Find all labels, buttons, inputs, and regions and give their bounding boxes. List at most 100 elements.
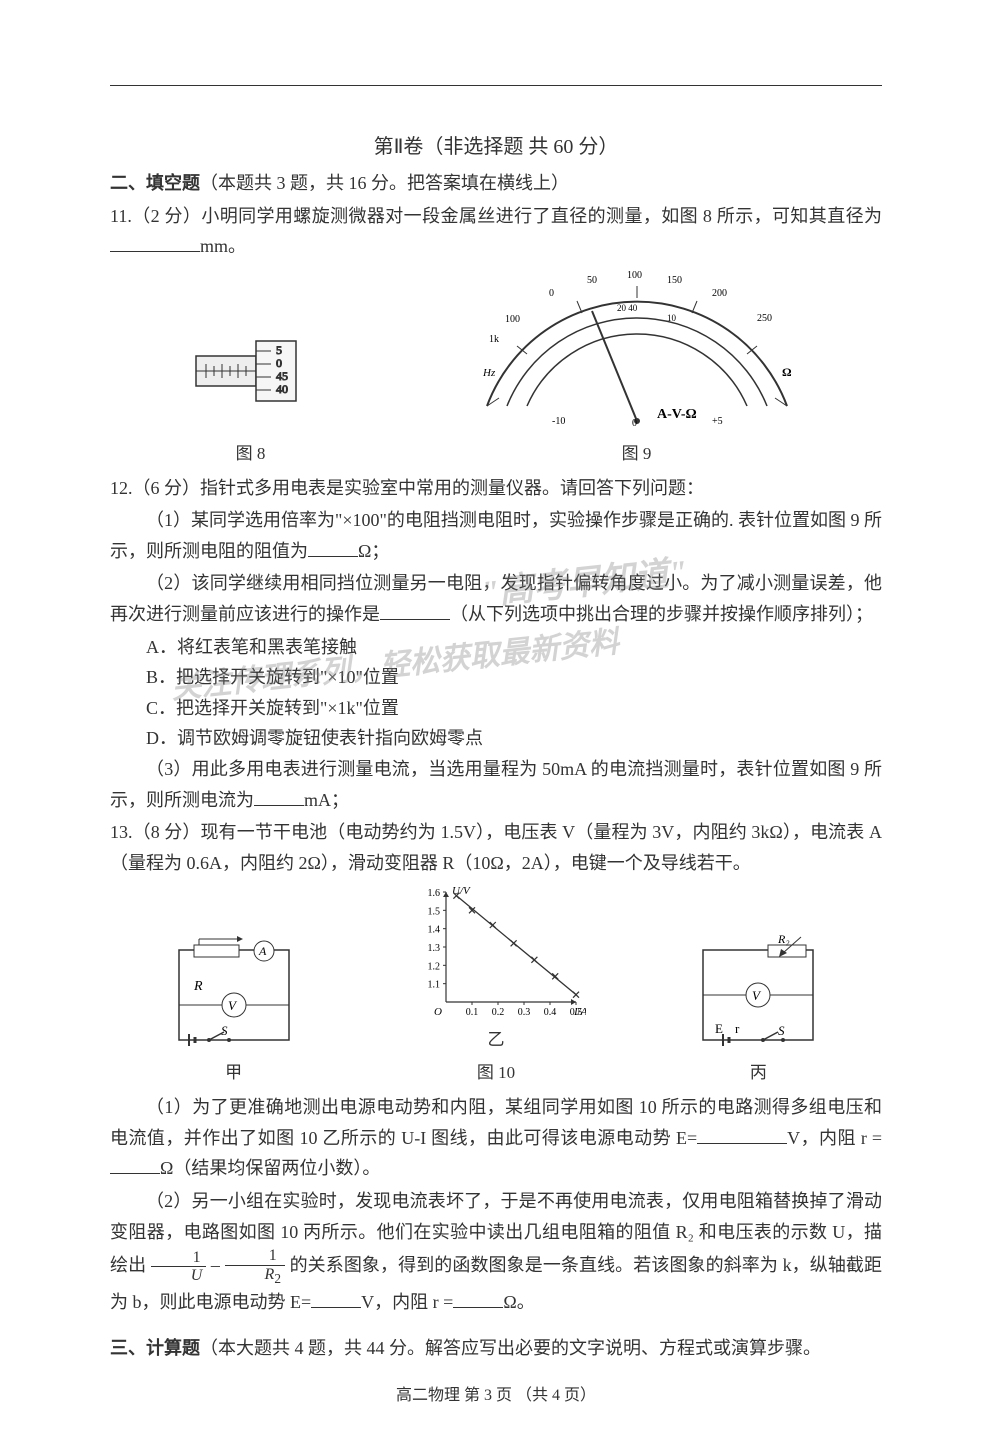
section3-header: 三、计算题（本大题共 4 题，共 44 分。解答应写出必要的文字说明、方程式或演… [110,1333,882,1364]
q12-p2-tail: （从下列选项中挑出合理的步骤并按操作顺序排列）； [450,604,873,624]
svg-text:Hz: Hz [482,367,496,379]
svg-text:0.2: 0.2 [492,1007,505,1018]
svg-text:1.3: 1.3 [427,943,440,954]
svg-text:100: 100 [627,270,642,281]
fig-yi-box: 1.11.21.31.41.51.60.10.20.30.40.5OU/VI/A… [406,882,586,1088]
micrometer-icon: 5 0 45 40 [176,316,326,436]
svg-text:A: A [258,944,267,958]
fig-yi-label: 乙 [406,1026,586,1055]
svg-text:150: 150 [667,275,682,286]
q12-blank1 [308,537,358,557]
svg-text:40: 40 [276,382,288,396]
svg-text:1.1: 1.1 [427,980,440,991]
fig9-box: 1k 100 0 50 100 150 200 250 20 40 10 Ω H… [457,266,817,469]
q12-p3unit: mA； [304,790,349,810]
q11-text: 11.（2 分）小明同学用螺旋测微器对一段金属丝进行了直径的测量，如图 8 所示… [110,206,882,226]
q13-p1v: V，内阻 r = [787,1128,882,1148]
circuit-jia-icon: A R V S [159,935,309,1055]
multimeter-dial-icon: 1k 100 0 50 100 150 200 250 20 40 10 Ω H… [457,266,817,436]
ui-chart-icon: 1.11.21.31.41.51.60.10.20.30.40.5OU/VI/A [406,882,586,1022]
q12-p1unit: Ω； [358,541,389,561]
q13-p1: （1）为了更准确地测出电源电动势和内阻，某组同学用如图 10 所示的电路测得多组… [110,1092,882,1184]
svg-text:20 40: 20 40 [617,303,638,313]
svg-text:0.4: 0.4 [544,1007,557,1018]
svg-text:U/V: U/V [452,885,471,897]
section3-desc: （本大题共 4 题，共 44 分。解答应写出必要的文字说明、方程式或演算步骤。 [200,1338,821,1358]
fraction-1-R2: 1R2 [225,1247,285,1286]
q13-p2: （2）另一小组在实验时，发现电流表坏了，于是不再使用电流表，仅用电阻箱替换掉了滑… [110,1186,882,1317]
q11-blank [110,232,200,252]
q13-blank4 [453,1288,503,1308]
svg-text:5: 5 [276,343,282,357]
q12-p3-text: （3）用此多用电表进行测量电流，当选用量程为 50mA 的电流挡测量时，表针位置… [110,759,882,810]
section2-desc: （本题共 3 题，共 16 分。把答案填在横线上） [200,173,569,193]
svg-text:0: 0 [632,418,637,429]
q12-optB: B．把选择开关旋转到"×10"位置 [146,662,882,693]
q12-p1b: "×100" [335,510,387,530]
part-title: 第Ⅱ卷（非选择题 共 60 分） [110,130,882,164]
svg-text:0.1: 0.1 [466,1007,479,1018]
fig10-label: 图 10 [406,1059,586,1088]
q12-p1a: （1）某同学选用倍率为 [146,510,335,530]
q12-p3: （3）用此多用电表进行测量电流，当选用量程为 50mA 的电流挡测量时，表针位置… [110,754,882,815]
svg-text:A-V-Ω: A-V-Ω [657,407,697,422]
svg-text:I/A: I/A [573,1006,586,1018]
svg-text:200: 200 [712,288,727,299]
svg-text:R: R [193,979,203,994]
circuit-bing-icon: R₂ V Er S [683,935,833,1055]
fig8-label: 图 8 [176,440,326,469]
figure-row-8-9: 5 0 45 40 图 8 1k 100 0 50 [110,266,882,469]
section2-header: 二、填空题（本题共 3 题，共 16 分。把答案填在横线上） [110,168,882,199]
q12-optA: A．将红表笔和黑表笔接触 [146,632,882,663]
svg-text:-10: -10 [552,416,565,427]
svg-text:S: S [221,1023,228,1038]
q13-blank2 [110,1155,160,1175]
svg-text:Ω: Ω [782,365,792,379]
svg-text:O: O [434,1006,442,1018]
svg-text:R₂: R₂ [777,935,790,946]
q13-p1unit: Ω（结果均保留两位小数）。 [160,1158,380,1178]
q13-blank3 [311,1288,361,1308]
svg-text:1.4: 1.4 [427,925,440,936]
q12-optC: C．把选择开关旋转到"×1k"位置 [146,693,882,724]
svg-text:+5: +5 [712,416,723,427]
fraction-1-U: 1U [151,1249,207,1285]
q11: 11.（2 分）小明同学用螺旋测微器对一段金属丝进行了直径的测量，如图 8 所示… [110,201,882,262]
svg-text:S: S [778,1023,785,1038]
svg-text:1.6: 1.6 [427,888,440,899]
q12-p1: （1）某同学选用倍率为"×100"的电阻挡测电阻时，实验操作步骤是正确的. 表针… [110,505,882,566]
svg-text:1.2: 1.2 [427,962,440,973]
page-footer: 高二物理 第 3 页 （共 4 页） [110,1382,882,1409]
q12-blank2 [380,600,450,620]
section2-title: 二、填空题 [110,173,200,193]
svg-text:50: 50 [587,275,597,286]
svg-text:45: 45 [276,369,288,383]
fig-bing-label: 丙 [683,1059,833,1088]
q13-p2unit: Ω。 [503,1292,534,1312]
q12-p2: （2）该同学继续用相同挡位测量另一电阻，发现指针偏转角度过小。为了减小测量误差，… [110,568,882,629]
q13-blank1 [697,1124,787,1144]
top-rule [110,85,882,86]
fig8-box: 5 0 45 40 图 8 [176,316,326,469]
q12-blank3 [254,786,304,806]
q12-optD: D．调节欧姆调零旋钮使表针指向欧姆零点 [146,723,882,754]
svg-text:1.5: 1.5 [427,907,440,918]
fig-bing-box: R₂ V Er S 丙 [683,935,833,1088]
svg-text:250: 250 [757,313,772,324]
q11-unit: mm。 [200,236,246,256]
fig-jia-label: 甲 [159,1059,309,1088]
svg-text:0: 0 [549,288,554,299]
section3-title: 三、计算题 [110,1338,200,1358]
figure-row-10: A R V S 甲 1.1 1.2 1.3 1.4 1.5 1.6 0.1 0.2 0.3 0.4… [110,882,882,1088]
svg-text:0.3: 0.3 [518,1007,531,1018]
svg-text:10: 10 [667,313,677,323]
svg-text:100: 100 [505,314,520,325]
q12-header: 12.（6 分）指针式多用电表是实验室中常用的测量仪器。请回答下列问题： [110,473,882,504]
fig-jia-box: A R V S 甲 [159,935,309,1088]
svg-text:0: 0 [276,356,282,370]
q13-p2v: V，内阻 r = [361,1292,453,1312]
svg-text:1k: 1k [489,334,499,345]
q13-header: 13.（8 分）现有一节干电池（电动势约为 1.5V），电压表 V（量程为 3V… [110,817,882,878]
svg-text:r: r [735,1021,740,1036]
fig9-label: 图 9 [457,440,817,469]
